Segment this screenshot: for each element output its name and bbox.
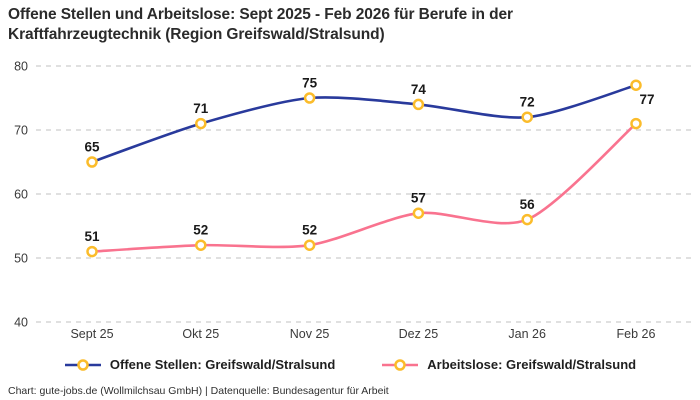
x-axis-tick-label: Nov 25 [290, 327, 330, 341]
data-point-marker [412, 207, 425, 219]
data-point-marker [630, 117, 642, 130]
data-point-label: 77 [639, 92, 654, 107]
legend-label-arbeitslose: Arbeitslose: Greifswald/Stralsund [427, 357, 637, 372]
y-axis-tick-label: 50 [14, 252, 28, 266]
chart-legend: Offene Stellen: Greifswald/Stralsund Arb… [0, 357, 700, 372]
chart-title-line1: Offene Stellen und Arbeitslose: Sept 202… [8, 6, 513, 23]
y-axis-tick-label: 70 [14, 124, 28, 138]
legend-line-marker-blue-icon [64, 358, 101, 371]
data-point-label: 52 [193, 223, 208, 238]
x-axis-tick-label: Dez 25 [399, 327, 439, 341]
y-axis-tick-label: 60 [14, 188, 28, 202]
legend-item-arbeitslose: Arbeitslose: Greifswald/Stralsund [381, 357, 636, 372]
data-point-marker [303, 239, 316, 251]
chart-footer-attribution: Chart: gute-jobs.de (Wollmilchsau GmbH) … [8, 385, 389, 397]
data-point-marker [86, 245, 98, 258]
data-point-label: 51 [84, 229, 100, 244]
y-axis-tick-label: 80 [14, 60, 28, 74]
data-point-marker [195, 117, 207, 130]
data-point-marker [195, 239, 207, 251]
data-point-label: 74 [411, 82, 427, 97]
legend-label-offene-stellen: Offene Stellen: Greifswald/Stralsund [109, 357, 336, 372]
chart-title: Offene Stellen und Arbeitslose: Sept 202… [8, 5, 513, 45]
data-point-marker [412, 98, 425, 111]
data-point-label: 71 [193, 101, 209, 116]
data-point-marker [521, 111, 533, 123]
series-line-1 [90, 122, 638, 253]
data-point-label: 75 [302, 76, 318, 91]
data-point-label: 57 [411, 191, 426, 206]
data-point-label: 52 [302, 223, 317, 238]
y-axis-tick-label: 40 [14, 316, 28, 330]
data-point-marker [303, 92, 316, 104]
series-line-0 [90, 83, 638, 164]
x-axis-tick-label: Okt 25 [182, 327, 219, 341]
line-chart: 80 70 60 50 40 Sept 25 Okt 25 Nov 25 Dez 25 Jan 2… [14, 60, 692, 341]
data-point-marker [521, 213, 533, 226]
data-point-label: 56 [520, 197, 536, 212]
data-point-marker [630, 79, 642, 91]
x-axis-tick-label: Sept 25 [70, 327, 113, 341]
x-axis-tick-label: Jan 26 [508, 327, 546, 341]
chart-title-line2: Kraftfahrzeugtechnik (Region Greifswald/… [8, 25, 385, 43]
data-point-label: 65 [84, 140, 100, 155]
legend-item-offene-stellen: Offene Stellen: Greifswald/Stralsund [64, 357, 335, 372]
data-point-label: 72 [520, 95, 535, 110]
x-axis-tick-label: Feb 26 [617, 327, 656, 341]
data-point-marker [86, 156, 98, 168]
legend-line-marker-pink-icon [382, 358, 419, 371]
